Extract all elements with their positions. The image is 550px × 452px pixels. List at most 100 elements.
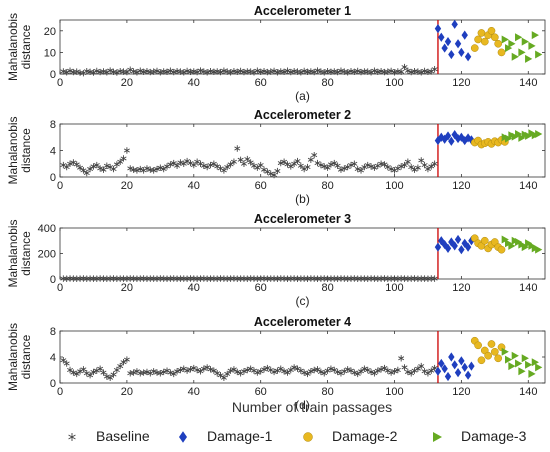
data-point-baseline <box>337 166 344 173</box>
data-point-baseline <box>167 161 174 168</box>
legend-label: Damage-3 <box>461 428 527 444</box>
y-tick-label: 200 <box>38 249 56 261</box>
series-damage-2 <box>470 336 506 365</box>
data-point-damage-3 <box>518 367 526 376</box>
legend-item-damage-1: Damage-1 <box>179 428 273 444</box>
data-point-baseline <box>304 370 311 378</box>
panel-label: (b) <box>295 192 310 206</box>
data-point-baseline <box>391 368 398 375</box>
data-point-damage-3 <box>505 44 513 53</box>
data-point-baseline <box>254 164 261 171</box>
data-point-baseline <box>80 167 87 174</box>
data-point-damage-1 <box>451 19 458 29</box>
data-point-baseline <box>287 366 294 374</box>
data-point-damage-2 <box>487 26 496 35</box>
data-point-baseline <box>344 69 351 76</box>
data-point-baseline <box>113 366 120 374</box>
x-tick-label: 80 <box>321 386 333 398</box>
y-tick-label: 4 <box>50 146 56 158</box>
data-point-baseline <box>220 374 227 381</box>
data-point-damage-3 <box>508 39 516 48</box>
data-point-baseline <box>321 370 328 377</box>
panel-label: (c) <box>296 294 310 308</box>
data-point-baseline <box>73 370 80 378</box>
data-point-baseline <box>90 368 97 376</box>
data-point-baseline <box>200 162 207 169</box>
data-point-damage-1 <box>461 30 468 40</box>
data-point-baseline <box>100 68 107 75</box>
data-point-baseline <box>421 67 428 75</box>
data-point-baseline <box>227 69 234 76</box>
data-point-baseline <box>237 67 244 75</box>
data-point-baseline <box>73 68 80 75</box>
data-point-damage-1 <box>448 49 455 60</box>
data-point-baseline <box>77 164 84 171</box>
data-point-damage-3 <box>521 37 529 46</box>
y-axis-label: Mahalanobisdistance <box>6 219 33 287</box>
data-point-damage-3 <box>528 41 536 50</box>
data-point-damage-3 <box>501 347 509 356</box>
data-point-baseline <box>321 163 328 170</box>
data-point-damage-1 <box>444 37 452 47</box>
plot-area <box>59 330 546 384</box>
data-point-damage-1 <box>448 352 455 362</box>
data-point-baseline <box>401 364 408 371</box>
data-point-baseline <box>154 67 160 75</box>
data-point-baseline <box>358 368 365 375</box>
data-point-baseline <box>307 368 314 375</box>
data-point-baseline <box>378 67 385 75</box>
data-point-baseline <box>297 69 304 76</box>
data-point-damage-3 <box>511 52 519 61</box>
data-point-baseline <box>337 67 344 74</box>
data-point-baseline <box>317 368 324 376</box>
series-damage-2 <box>470 26 506 57</box>
x-tick-label: 60 <box>255 282 267 294</box>
data-point-baseline <box>351 369 358 376</box>
data-point-baseline <box>418 157 425 164</box>
data-point-baseline <box>408 68 415 76</box>
data-point-damage-1 <box>461 362 468 372</box>
data-point-baseline <box>324 164 331 171</box>
data-point-baseline <box>210 160 217 167</box>
data-point-damage-1 <box>444 131 452 141</box>
x-tick-label: 140 <box>519 77 537 89</box>
data-point-baseline <box>123 356 130 363</box>
data-point-baseline <box>83 169 90 177</box>
data-point-baseline <box>190 161 197 169</box>
series-damage-3 <box>501 129 543 143</box>
data-point-baseline <box>254 67 261 74</box>
data-point-baseline <box>174 162 181 169</box>
data-point-damage-3 <box>505 355 513 364</box>
data-point-baseline <box>291 160 298 167</box>
data-point-baseline <box>97 365 104 372</box>
data-point-baseline <box>261 67 268 75</box>
series-baseline <box>60 275 438 282</box>
data-point-baseline <box>257 161 264 169</box>
data-point-baseline <box>130 369 137 376</box>
data-point-baseline <box>418 69 425 76</box>
data-point-damage-3 <box>535 129 543 138</box>
data-point-baseline <box>160 165 167 173</box>
data-point-baseline <box>281 68 288 76</box>
data-point-baseline <box>394 366 401 374</box>
x-tick-label: 100 <box>385 180 403 192</box>
data-point-baseline <box>277 365 284 372</box>
data-point-baseline <box>103 162 110 169</box>
data-point-baseline <box>378 366 385 373</box>
data-point-baseline <box>424 370 431 377</box>
data-point-baseline <box>301 67 308 75</box>
panel-3: Accelerometer 3 Mahalanobisdistance 0 20 40 6… <box>6 212 546 308</box>
x-tick-label: 20 <box>121 180 133 192</box>
data-point-damage-3 <box>521 354 529 363</box>
x-tick-label: 40 <box>188 386 200 398</box>
x-tick-label: 40 <box>188 77 200 89</box>
x-tick-label: 140 <box>519 180 537 192</box>
data-point-baseline <box>418 362 425 370</box>
data-point-baseline <box>344 366 351 373</box>
data-point-baseline <box>110 165 117 173</box>
data-point-baseline <box>204 69 211 76</box>
data-point-baseline <box>174 368 181 375</box>
x-tick-label: 0 <box>57 282 63 294</box>
data-point-damage-2 <box>490 347 499 356</box>
data-point-baseline <box>431 66 438 73</box>
